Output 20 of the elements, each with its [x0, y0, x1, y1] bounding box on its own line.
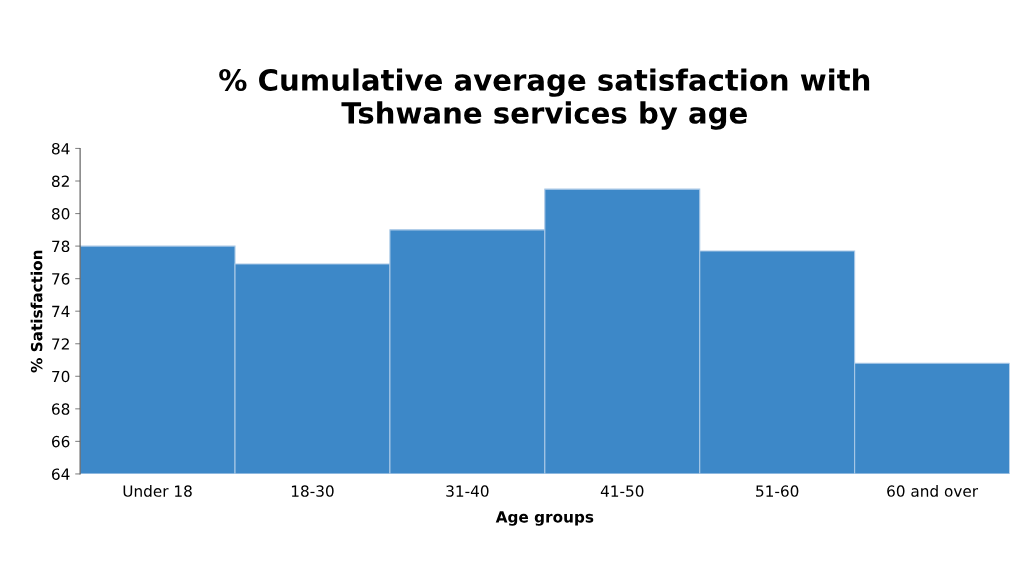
y-tick-label: 70: [52, 370, 70, 383]
x-tick-label: 18-30: [291, 485, 334, 497]
y-tick-label: 82: [51, 175, 69, 188]
y-tick-label: 78: [52, 240, 70, 253]
chart-title: % Cumulative average satisfaction with Tshwane services by age: [219, 68, 870, 130]
x-tick-label: 31-40: [446, 485, 489, 497]
y-tick-label: 74: [52, 305, 70, 317]
y-tick-label: 64: [52, 468, 70, 480]
x-tick-label: 60 and over: [887, 485, 979, 497]
x-tick-label: Under 18: [123, 485, 192, 497]
y-tick-label: 68: [52, 403, 70, 415]
x-tick-label: 51-60: [756, 485, 799, 497]
y-axis-title: % Satisfaction: [30, 250, 43, 373]
y-tick-label: 66: [52, 435, 70, 448]
y-tick-label: 76: [52, 273, 70, 285]
x-tick-label: 41-50: [600, 485, 644, 497]
y-tick-label: 80: [51, 208, 70, 220]
x-axis-title: Age groups: [495, 511, 594, 526]
y-tick-label: 84: [51, 142, 70, 155]
y-tick-label: 72: [52, 338, 69, 350]
